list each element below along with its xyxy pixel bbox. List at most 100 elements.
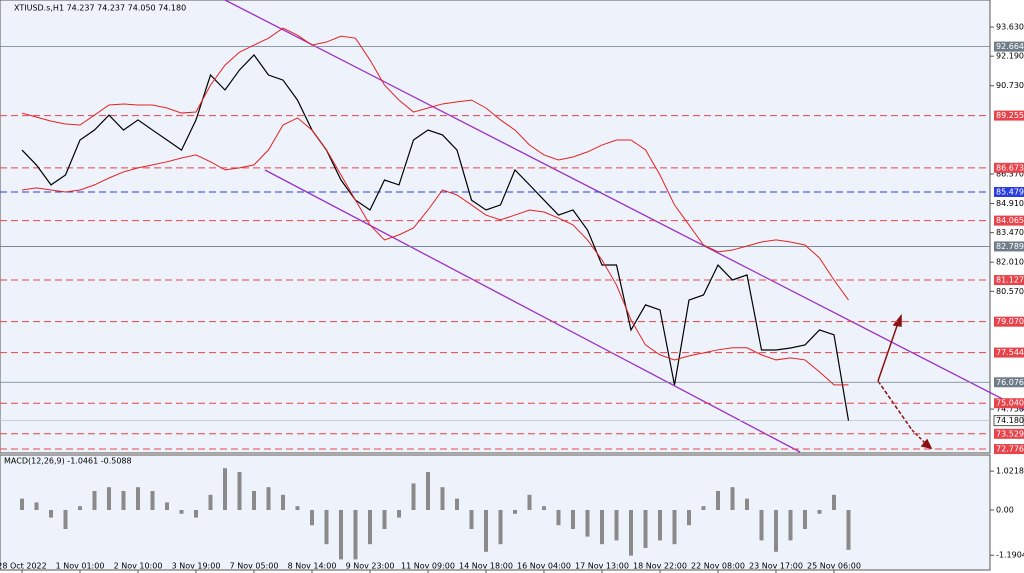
level-label: 79.070 [996, 317, 1024, 326]
macd-bar [817, 509, 822, 514]
macd-bar [223, 468, 227, 510]
y-tick-label: 93.630 [996, 23, 1024, 32]
main-panel [0, 0, 991, 454]
level-label: 81.127 [996, 276, 1024, 285]
x-tick-label: 22 Nov 08:00 [691, 562, 745, 571]
macd-bar [643, 509, 648, 549]
y-tick-label: 0.00 [996, 505, 1014, 514]
macd-bar [252, 490, 256, 510]
macd-bar [759, 509, 764, 541]
y-tick-label: 92.190 [996, 52, 1024, 61]
band-line [21, 27, 849, 301]
y-tick-label: 90.730 [996, 81, 1024, 90]
macd-bar [92, 490, 97, 510]
macd-bar [353, 509, 358, 560]
y-tick-label: 74.750 [996, 405, 1024, 414]
level-label: 86.673 [996, 163, 1024, 172]
x-tick-label: 28 Oct 2022 [0, 562, 47, 571]
macd-bar [774, 509, 778, 552]
x-tick-label: 11 Nov 09:00 [401, 562, 455, 571]
macd-bar [803, 509, 807, 530]
x-tick-label: 3 Nov 19:00 [172, 562, 221, 571]
level-label: 73.529 [996, 429, 1024, 438]
macd-bar [310, 509, 314, 526]
x-tick-label: 18 Nov 22:00 [633, 562, 687, 571]
macd-bar [266, 487, 271, 510]
x-tick-label: 16 Nov 04:00 [517, 562, 571, 571]
macd-bar [846, 509, 851, 550]
macd-bar [107, 487, 111, 510]
macd-bar [440, 487, 445, 510]
macd-bar [542, 506, 546, 510]
macd-bar [600, 509, 604, 545]
macd-panel [0, 454, 991, 571]
macd-bar [571, 509, 575, 530]
macd-bar [281, 494, 285, 510]
x-tick-label: 17 Nov 13:00 [575, 562, 629, 571]
plot-layer: 93.630 92.190 90.730 86.370 84.910 83.470 82.0… [0, 23, 1024, 573]
macd-bar [527, 494, 532, 510]
level-box [994, 241, 1024, 252]
x-tick-label: 25 Nov 06:00 [807, 562, 861, 571]
macd-bar [788, 509, 793, 541]
level-label: 72.776 [996, 445, 1024, 454]
macd-bar [49, 509, 53, 518]
macd-bar [513, 509, 517, 514]
macd-bar [63, 509, 68, 530]
macd-bar [121, 490, 126, 510]
macd-bar [745, 498, 749, 510]
macd-header: MACD(12,26,9) -1.0461 -0.5088 [4, 457, 132, 466]
level-label: 85.479 [996, 187, 1024, 196]
macd-bar [324, 509, 329, 545]
level-label: 89.255 [996, 111, 1024, 120]
macd-bar [179, 509, 184, 514]
level-label: 82.789 [996, 242, 1024, 251]
x-tick-label: 14 Nov 18:00 [459, 562, 513, 571]
level-box [994, 316, 1024, 327]
level-box [994, 347, 1024, 358]
macd-bar [20, 498, 24, 510]
macd-bar [165, 502, 169, 510]
symbol-header: XTIUSD.s,H1 74.237 74.237 74.050 74.180 [14, 4, 186, 13]
y-tick-label: 84.910 [996, 199, 1024, 208]
level-label: 92.664 [996, 42, 1024, 51]
channel-lower [264, 169, 801, 453]
macd-bar [484, 509, 488, 552]
level-box [994, 162, 1024, 173]
macd-bar [411, 483, 416, 510]
x-tick-label: 9 Nov 23:00 [346, 562, 395, 571]
level-label: 84.065 [996, 216, 1024, 225]
level-label: 77.544 [996, 348, 1024, 357]
macd-bar [397, 509, 401, 518]
macd-bar [455, 498, 459, 510]
level-box [994, 275, 1024, 286]
level-box [994, 110, 1024, 121]
macd-bar [78, 506, 82, 510]
x-tick-label: 8 Nov 14:00 [288, 562, 337, 571]
x-tick-label: 23 Nov 17:00 [749, 562, 803, 571]
macd-bar [658, 509, 662, 541]
forecast-arrows [877, 313, 933, 450]
y-tick-label: 83.470 [996, 228, 1024, 237]
level-box [994, 41, 1024, 52]
macd-bar [368, 509, 372, 545]
macd-bar [150, 490, 155, 510]
band-line [21, 117, 849, 386]
level-box [994, 428, 1024, 439]
macd-bar [687, 509, 691, 526]
y-tick-label: 86.370 [996, 169, 1024, 178]
price-line [21, 54, 850, 421]
y-tick-label: -1.1904 [996, 551, 1024, 560]
y-tick-label: 82.010 [996, 258, 1024, 267]
x-tick-label: 2 Nov 10:00 [114, 562, 163, 571]
macd-bar [585, 509, 590, 537]
macd-bar [672, 509, 677, 545]
macd-bar [194, 509, 198, 518]
macd-bar [832, 494, 836, 510]
level-label: 75.040 [996, 399, 1024, 408]
x-tick-label: 7 Nov 05:00 [230, 562, 279, 571]
macd-bar [614, 509, 619, 541]
macd-bar [237, 471, 242, 510]
